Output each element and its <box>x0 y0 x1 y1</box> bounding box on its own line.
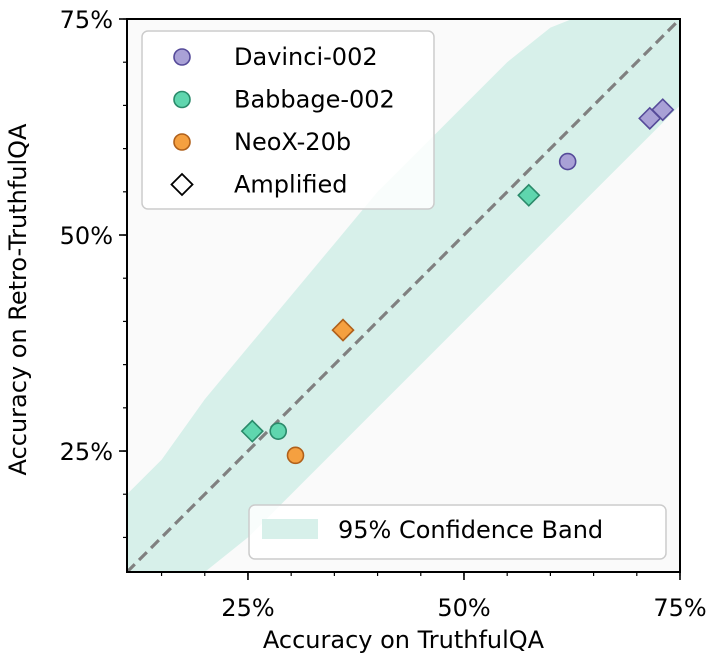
x-tick-label: 25% <box>221 594 274 622</box>
point-neox-20b-diamond <box>331 318 355 342</box>
plot-frame <box>126 18 681 573</box>
y-tick-label: 25% <box>60 438 113 466</box>
band-legend-label: 95% Confidence Band <box>338 516 603 544</box>
x-tick-label: 50% <box>437 594 490 622</box>
legend-label: Babbage-002 <box>234 86 395 114</box>
x-tick-label: 75% <box>653 594 706 622</box>
legend-marker-circle <box>173 133 191 151</box>
y-tick-label: 50% <box>60 222 113 250</box>
plot-content <box>127 19 680 572</box>
legend-label: NeoX-20b <box>234 128 351 156</box>
legend-marker-diamond <box>170 172 194 197</box>
x-axis-label: Accuracy on TruthfulQA <box>263 626 545 654</box>
series-legend: Davinci-002 Babbage-002 NeoX-20b Amplified <box>141 30 435 210</box>
point-neox-20b-circle <box>286 446 305 465</box>
point-davinci-002-circle <box>558 152 577 171</box>
legend-marker-circle <box>173 90 191 109</box>
band-legend: 95% Confidence Band <box>248 504 667 560</box>
legend-label: Davinci-002 <box>234 43 378 71</box>
legend-marker-circle <box>173 48 191 66</box>
y-axis-label: Accuracy on Retro-TruthfulQA <box>4 123 32 475</box>
band-legend-box <box>248 504 667 560</box>
axis-ticks: 25% 50% 75% 25% 50% 75% <box>60 6 707 622</box>
point-davinci-002-diamond <box>651 98 675 122</box>
point-babbage-002-diamond <box>517 183 541 207</box>
band-legend-swatch <box>262 519 318 539</box>
y-tick-label: 75% <box>60 6 113 34</box>
diagonal-line <box>127 19 680 572</box>
point-babbage-002-circle <box>269 422 288 440</box>
legend-box <box>141 30 435 210</box>
point-babbage-002-diamond <box>240 419 264 443</box>
legend-label: Amplified <box>234 171 347 199</box>
